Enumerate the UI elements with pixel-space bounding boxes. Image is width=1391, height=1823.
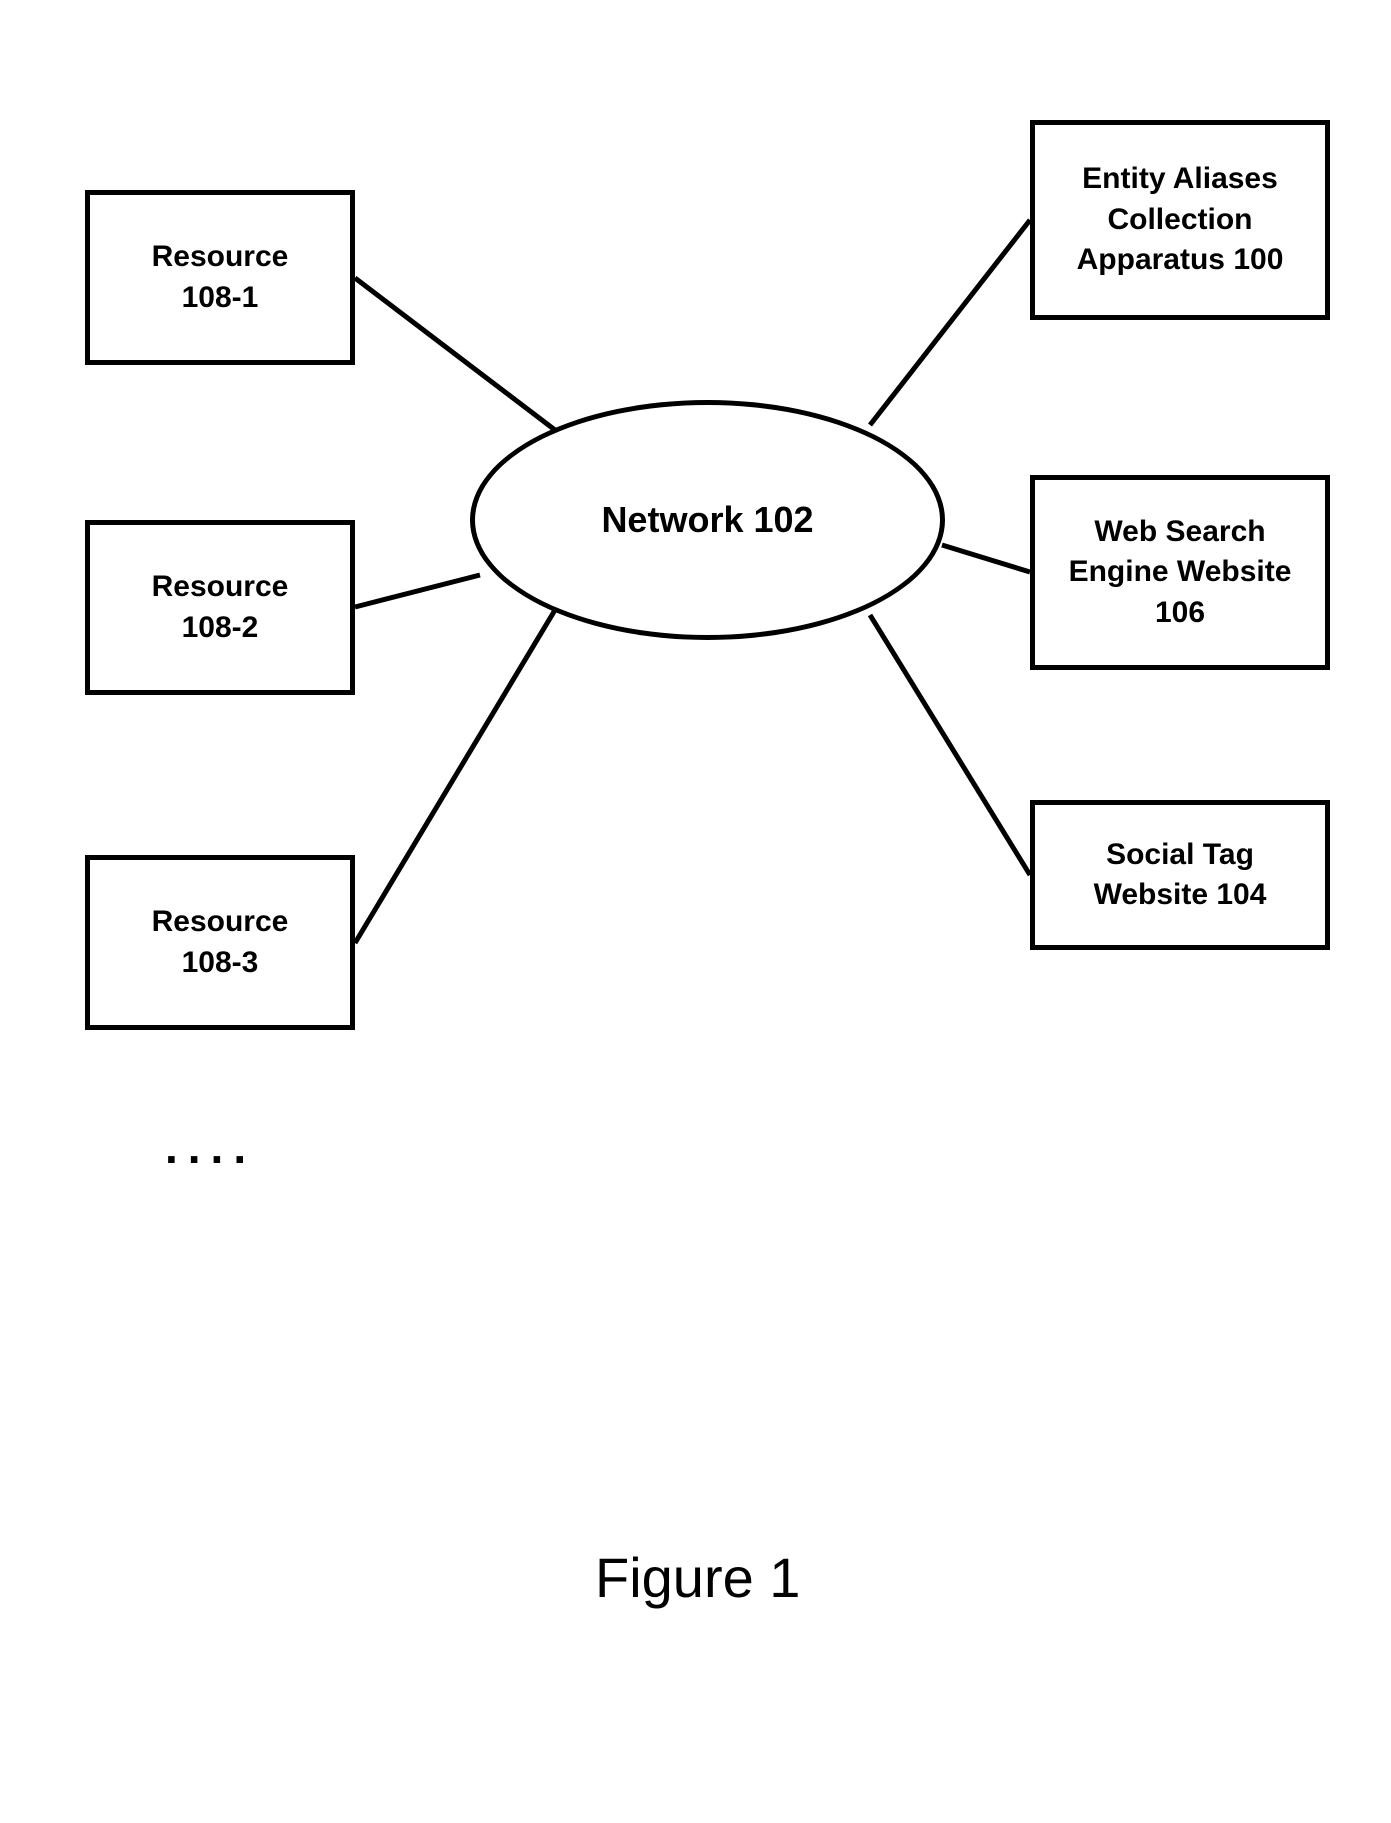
edge-line — [355, 575, 480, 607]
edge-line — [355, 278, 555, 430]
edge-line — [355, 610, 555, 943]
edge-line — [870, 220, 1030, 425]
ellipsis-dots: .... — [165, 1120, 285, 1180]
entity-aliases-box: Entity AliasesCollectionApparatus 100 — [1030, 120, 1330, 320]
social-tag-label: Social TagWebsite 104 — [1094, 835, 1267, 916]
diagram-canvas: Resource108-1 Resource108-2 Resource108-… — [0, 0, 1391, 1823]
web-search-box: Web SearchEngine Website106 — [1030, 475, 1330, 670]
resource-3-box: Resource108-3 — [85, 855, 355, 1030]
figure-caption: Figure 1 — [595, 1545, 800, 1610]
dots-label: .... — [165, 1121, 256, 1173]
edge-line — [870, 615, 1030, 875]
caption-text: Figure 1 — [595, 1546, 800, 1609]
web-search-label: Web SearchEngine Website106 — [1069, 512, 1292, 634]
network-label: Network 102 — [601, 499, 813, 541]
resource-2-box: Resource108-2 — [85, 520, 355, 695]
social-tag-box: Social TagWebsite 104 — [1030, 800, 1330, 950]
resource-3-label: Resource108-3 — [152, 902, 289, 983]
edge-line — [942, 545, 1030, 572]
resource-1-label: Resource108-1 — [152, 237, 289, 318]
network-ellipse: Network 102 — [470, 400, 945, 640]
resource-2-label: Resource108-2 — [152, 567, 289, 648]
entity-aliases-label: Entity AliasesCollectionApparatus 100 — [1077, 159, 1284, 281]
resource-1-box: Resource108-1 — [85, 190, 355, 365]
